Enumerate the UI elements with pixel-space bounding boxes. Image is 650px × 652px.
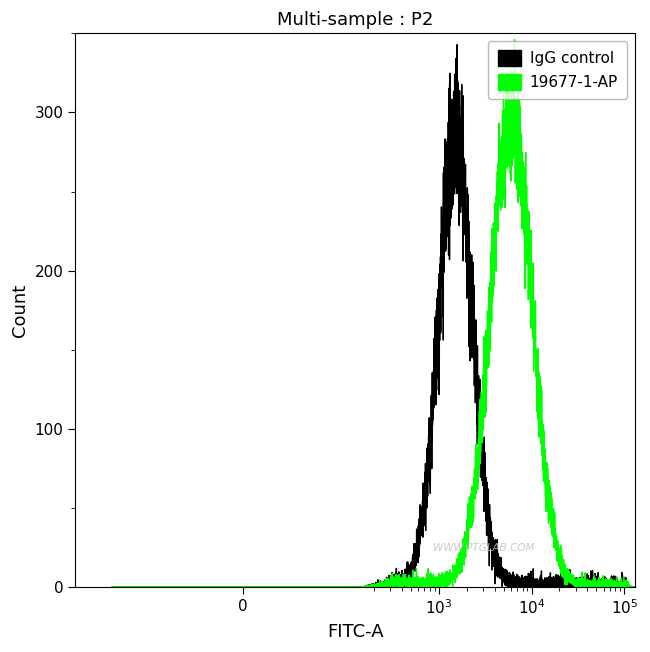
- IgG control: [415, 531, 422, 539]
- Y-axis label: Count: Count: [11, 284, 29, 337]
- Text: WWW.PTGLAB.COM: WWW.PTGLAB.COM: [433, 543, 534, 553]
- 19677-1-AP: [639, 583, 647, 591]
- IgG control: [608, 574, 616, 582]
- Line: IgG control: IgG control: [112, 44, 643, 587]
- Title: Multi-sample : P2: Multi-sample : P2: [277, 11, 434, 29]
- IgG control: [528, 575, 536, 583]
- 19677-1-AP: [524, 238, 532, 246]
- Line: 19677-1-AP: 19677-1-AP: [112, 40, 643, 587]
- 19677-1-AP: [608, 580, 616, 588]
- 19677-1-AP: [109, 583, 116, 591]
- IgG control: [453, 40, 461, 48]
- IgG control: [630, 583, 638, 591]
- IgG control: [109, 583, 116, 591]
- 19677-1-AP: [528, 323, 536, 331]
- IgG control: [639, 583, 647, 591]
- 19677-1-AP: [415, 576, 422, 584]
- IgG control: [385, 576, 393, 584]
- 19677-1-AP: [511, 36, 519, 44]
- Legend: IgG control, 19677-1-AP: IgG control, 19677-1-AP: [488, 41, 627, 99]
- IgG control: [524, 578, 532, 586]
- X-axis label: FITC-A: FITC-A: [327, 623, 383, 641]
- 19677-1-AP: [630, 583, 638, 591]
- 19677-1-AP: [385, 579, 393, 587]
